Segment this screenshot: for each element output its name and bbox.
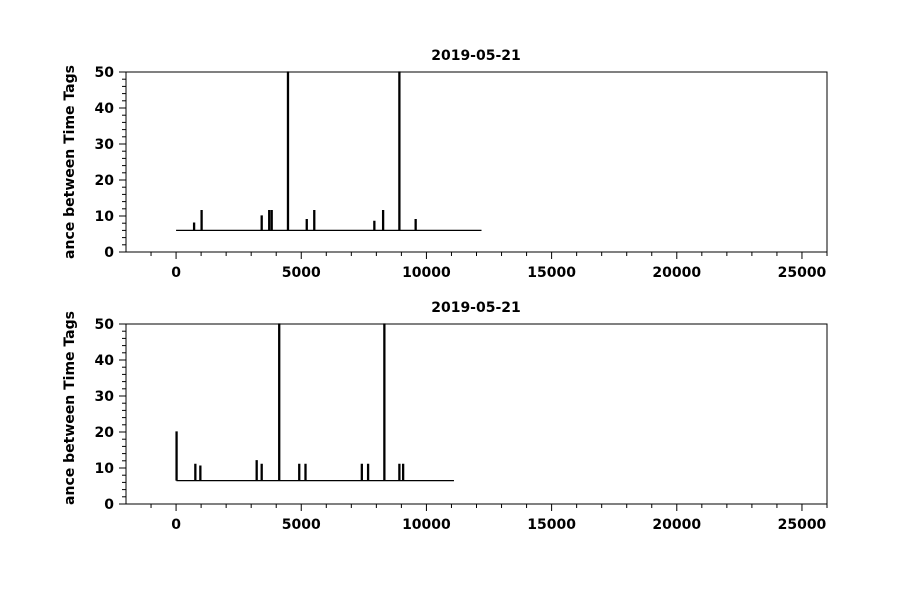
- tick-labels: 0 5000 10000 15000 20000 25000 0 10 20 30 40 50: [95, 65, 827, 281]
- axis-ticks: [119, 71, 828, 259]
- chart-title: 2019-05-21: [431, 48, 521, 64]
- x-tick-label: 0: [171, 265, 181, 281]
- x-tick-label: 10000: [402, 517, 451, 533]
- y-tick-label: 50: [95, 65, 115, 81]
- y-tick-label: 40: [95, 101, 115, 117]
- series-line: [175, 323, 454, 482]
- x-tick-label: 5000: [282, 517, 321, 533]
- y-tick-label: 30: [95, 389, 115, 405]
- x-tick-label: 20000: [652, 517, 701, 533]
- y-tick-label: 0: [104, 497, 114, 513]
- y-axis-label: ance between Time Tags: [62, 311, 78, 505]
- bottom-chart-panel: 2019-05-21 ance between Time Tags 0 5000 1…: [62, 300, 828, 533]
- x-tick-label: 20000: [652, 265, 701, 281]
- axis-ticks: [119, 323, 828, 511]
- x-tick-label: 15000: [527, 517, 576, 533]
- chart-title: 2019-05-21: [431, 300, 521, 316]
- series-line: [176, 71, 482, 232]
- x-tick-label: 15000: [527, 265, 576, 281]
- y-tick-label: 40: [95, 353, 115, 369]
- x-tick-label: 25000: [778, 265, 827, 281]
- y-tick-label: 10: [95, 461, 115, 477]
- y-tick-label: 30: [95, 137, 115, 153]
- tick-labels: 0 5000 10000 15000 20000 25000 0 10 20 30 40 50: [95, 317, 827, 533]
- plot-frame: [125, 323, 828, 505]
- top-chart-panel: 2019-05-21 ance between Time Tags 0 5000 1…: [62, 48, 828, 281]
- y-tick-label: 20: [95, 173, 115, 189]
- x-tick-label: 10000: [402, 265, 451, 281]
- y-tick-label: 50: [95, 317, 115, 333]
- y-tick-label: 20: [95, 425, 115, 441]
- y-axis-label: ance between Time Tags: [62, 65, 78, 259]
- x-tick-label: 5000: [282, 265, 321, 281]
- y-tick-label: 10: [95, 209, 115, 225]
- y-tick-label: 0: [104, 245, 114, 261]
- plot-frame: [125, 71, 828, 253]
- x-tick-label: 0: [171, 517, 181, 533]
- x-tick-label: 25000: [778, 517, 827, 533]
